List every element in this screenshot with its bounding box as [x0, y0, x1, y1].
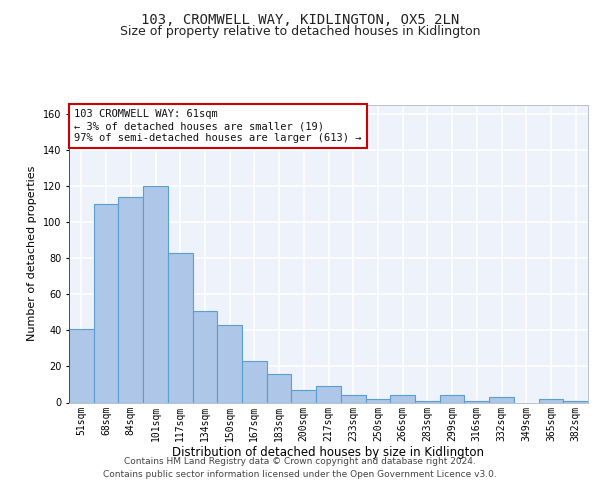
Text: Contains HM Land Registry data © Crown copyright and database right 2024.
Contai: Contains HM Land Registry data © Crown c…	[103, 458, 497, 479]
Bar	[464, 400, 489, 402]
Bar	[489, 397, 514, 402]
Text: 103 CROMWELL WAY: 61sqm
← 3% of detached houses are smaller (19)
97% of semi-det: 103 CROMWELL WAY: 61sqm ← 3% of detached…	[74, 110, 362, 142]
Bar	[267, 374, 292, 402]
Bar	[341, 396, 365, 402]
X-axis label: Distribution of detached houses by size in Kidlington: Distribution of detached houses by size …	[173, 446, 485, 459]
Bar	[143, 186, 168, 402]
Bar	[94, 204, 118, 402]
Bar	[118, 197, 143, 402]
Bar	[563, 400, 588, 402]
Bar	[440, 396, 464, 402]
Bar	[69, 328, 94, 402]
Y-axis label: Number of detached properties: Number of detached properties	[28, 166, 37, 342]
Bar	[242, 361, 267, 403]
Text: Size of property relative to detached houses in Kidlington: Size of property relative to detached ho…	[120, 25, 480, 38]
Bar	[539, 399, 563, 402]
Bar	[193, 310, 217, 402]
Bar	[168, 253, 193, 402]
Bar	[217, 325, 242, 402]
Bar	[390, 396, 415, 402]
Text: 103, CROMWELL WAY, KIDLINGTON, OX5 2LN: 103, CROMWELL WAY, KIDLINGTON, OX5 2LN	[141, 12, 459, 26]
Bar	[292, 390, 316, 402]
Bar	[365, 399, 390, 402]
Bar	[415, 400, 440, 402]
Bar	[316, 386, 341, 402]
